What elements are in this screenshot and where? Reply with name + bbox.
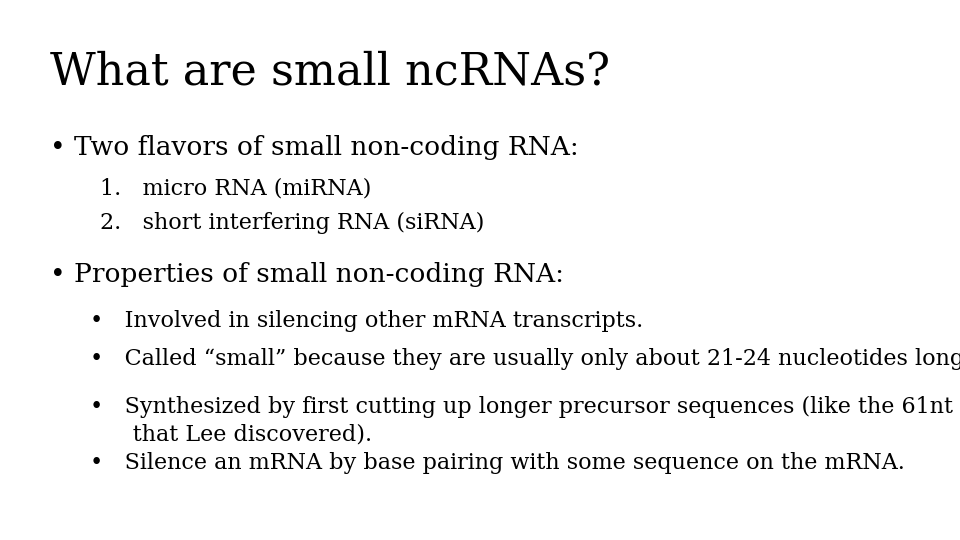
Text: •   Involved in silencing other mRNA transcripts.: • Involved in silencing other mRNA trans… <box>90 310 643 332</box>
Text: 2.   short interfering RNA (siRNA): 2. short interfering RNA (siRNA) <box>100 212 485 234</box>
Text: • Two flavors of small non-coding RNA:: • Two flavors of small non-coding RNA: <box>50 135 579 160</box>
Text: 1.   micro RNA (miRNA): 1. micro RNA (miRNA) <box>100 178 372 200</box>
Text: •   Silence an mRNA by base pairing with some sequence on the mRNA.: • Silence an mRNA by base pairing with s… <box>90 452 905 474</box>
Text: What are small ncRNAs?: What are small ncRNAs? <box>50 50 610 93</box>
Text: •   Synthesized by first cutting up longer precursor sequences (like the 61nt on: • Synthesized by first cutting up longer… <box>90 396 960 445</box>
Text: •   Called “small” because they are usually only about 21-24 nucleotides long.: • Called “small” because they are usuall… <box>90 348 960 370</box>
Text: • Properties of small non-coding RNA:: • Properties of small non-coding RNA: <box>50 262 564 287</box>
